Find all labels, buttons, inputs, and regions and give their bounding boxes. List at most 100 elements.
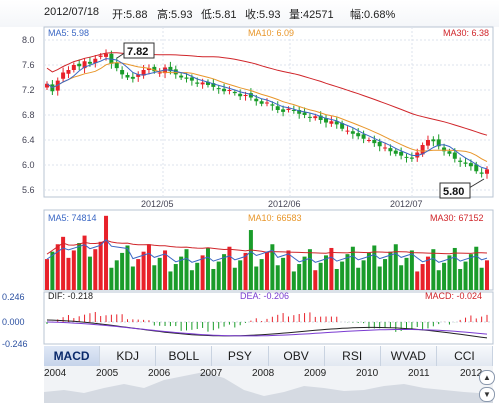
candle-body (324, 118, 329, 123)
candle-body (61, 72, 66, 79)
volume-bar (463, 261, 468, 290)
candle-body (87, 61, 92, 64)
volume-bar (71, 250, 76, 290)
scroll-up-icon[interactable]: ▲ (479, 370, 495, 385)
navigator-year-label: 2007 (200, 368, 223, 379)
candle-body (420, 145, 425, 155)
candle-body (383, 147, 388, 149)
navigator-area-chart (44, 372, 493, 403)
volume-bar (61, 236, 66, 290)
candle-body (313, 116, 318, 119)
volume-ma10-label: MA10: 66583 (248, 213, 302, 223)
candle-body (179, 75, 184, 78)
tab-obv[interactable]: OBV (268, 346, 325, 366)
candle-body (318, 115, 323, 120)
tab-wvad[interactable]: WVAD (380, 346, 437, 366)
price-ytick-label: 6.4 (22, 135, 35, 145)
volume-bar (157, 257, 162, 290)
candle-body (329, 121, 334, 124)
volume-bars (45, 215, 489, 290)
volume-bar (146, 244, 151, 290)
candle-body (361, 134, 366, 139)
scroll-down-icon[interactable]: ▼ (479, 387, 495, 402)
dea-line (46, 321, 488, 337)
volume-bar (377, 266, 382, 290)
candle-body (436, 139, 441, 147)
candle-body (350, 131, 355, 134)
volume-bar (114, 260, 119, 290)
quote-change: 幅:0.68% (350, 9, 396, 21)
candle-body (275, 106, 280, 110)
candle-body (195, 82, 200, 84)
candle-body (334, 121, 339, 125)
volume-bar (259, 259, 264, 290)
volume-bar (275, 265, 280, 290)
price-ytick-label: 6.0 (22, 160, 35, 170)
candle-body (447, 151, 452, 154)
volume-bar (356, 267, 361, 290)
volume-bar (248, 230, 253, 290)
candle-body (291, 110, 296, 111)
tab-boll[interactable]: BOLL (156, 346, 213, 366)
candle-body (222, 88, 227, 92)
volume-bar (474, 246, 479, 290)
volume-bar (152, 265, 157, 290)
volume-bar (425, 256, 430, 290)
ma30-line (46, 52, 488, 136)
candle-body (281, 109, 286, 112)
volume-bar (189, 270, 194, 290)
volume-bar (270, 244, 275, 290)
candle-body (232, 91, 237, 94)
volume-bar (141, 251, 146, 290)
volume-bar (297, 264, 302, 290)
volume-bar (393, 244, 398, 290)
tab-rsi[interactable]: RSI (324, 346, 381, 366)
price-xtick-label: 2012/05 (141, 199, 174, 209)
volume-bar (254, 266, 259, 290)
volume-bar (66, 257, 71, 290)
candle-body (366, 140, 371, 141)
volume-bar (318, 262, 323, 290)
tab-macd[interactable]: MACD (44, 346, 101, 366)
tab-kdj[interactable]: KDJ (100, 346, 157, 366)
candle-body (141, 70, 146, 76)
tab-psy[interactable]: PSY (212, 346, 269, 366)
time-range-navigator[interactable]: 2004 2005 2006 2007 2008 2009 2010 2011 2012 (44, 366, 493, 403)
volume-bar (243, 252, 248, 290)
candle-body (146, 68, 151, 70)
volume-bar (291, 271, 296, 290)
navigator-year-label: 2004 (44, 368, 67, 379)
volume-bar (479, 267, 484, 290)
candle-body (157, 72, 162, 74)
navigator-year-label: 2011 (408, 368, 430, 379)
candle-body (479, 172, 484, 174)
candle-body (205, 81, 210, 85)
candle-body (77, 63, 82, 67)
price-panel (43, 26, 494, 198)
volume-bar (447, 255, 452, 290)
max-price-callout: 7.82 (116, 42, 155, 59)
candle-body (425, 140, 430, 146)
candle-body (340, 123, 345, 129)
candle-body (45, 83, 49, 88)
volume-bar (281, 257, 286, 290)
ma10-line (46, 62, 488, 163)
volume-bar (179, 256, 184, 290)
tab-cci[interactable]: CCI (436, 346, 493, 366)
volume-bar (324, 255, 329, 290)
volume-bar (485, 260, 489, 290)
price-ytick-label: 7.2 (22, 85, 35, 95)
candle-body (259, 101, 264, 104)
candle-body (356, 133, 361, 137)
indicator-tabs: MACD KDJ BOLL PSY OBV RSI WVAD CCI (44, 346, 493, 366)
volume-bar (222, 254, 227, 290)
price-ma10-label: MA10: 6.09 (248, 28, 294, 38)
volume-bar (340, 261, 345, 290)
price-ytick-label: 6.8 (22, 110, 35, 120)
volume-bar (211, 268, 216, 290)
candle-body (104, 53, 109, 57)
volume-bar (436, 270, 441, 290)
candle-body (71, 65, 76, 70)
volume-bar (415, 271, 420, 290)
candle-body (442, 147, 447, 152)
